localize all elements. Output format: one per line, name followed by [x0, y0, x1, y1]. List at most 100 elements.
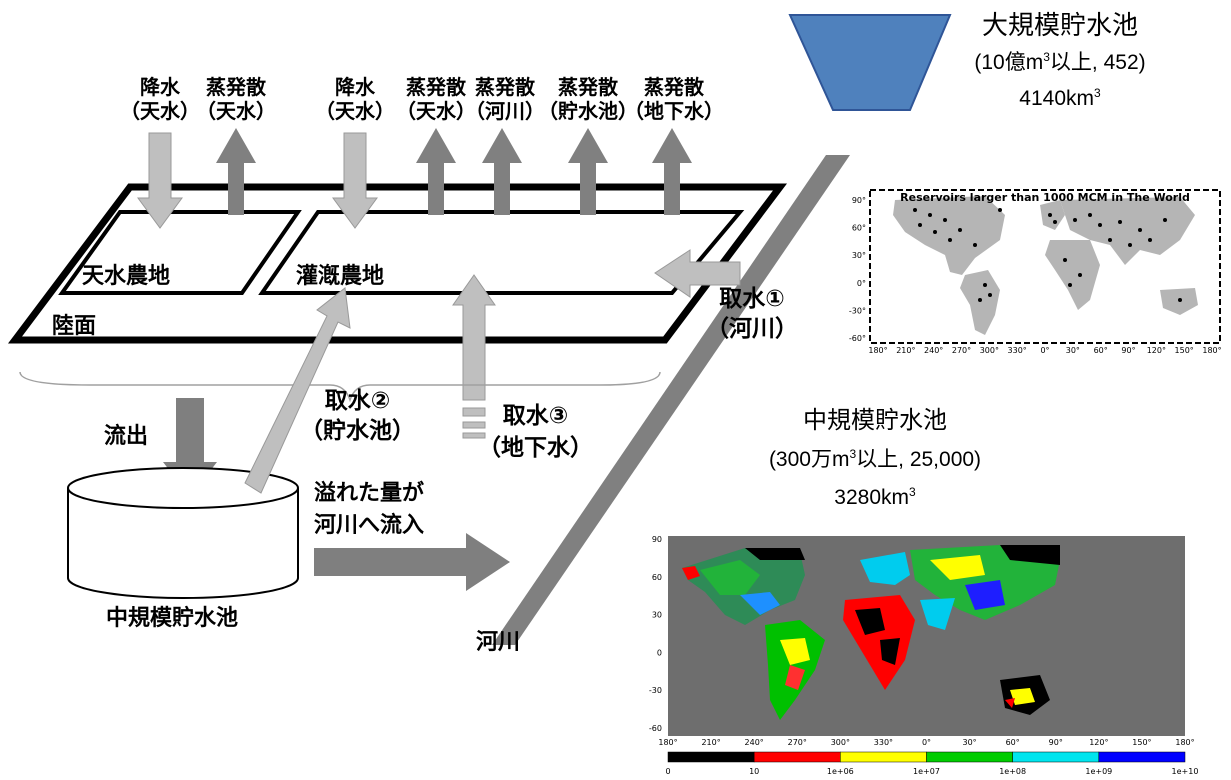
runoff-brace [19, 371, 661, 403]
withdrawal-groundwater-label: 取水③ （地下水） [478, 400, 593, 464]
flux-label-precip-2: 降水 （天水） [305, 75, 405, 123]
colorbar-segment [753, 751, 841, 763]
lat-tick-label: -30° [849, 306, 866, 315]
lat-tick-label: 60° [852, 224, 866, 233]
map1-lon-ticks: 180° 210° 240° 270° 300° 330° 0° 30° 60° 90° 120° 1… [868, 346, 1221, 355]
lat-tick-label: -60° [849, 334, 866, 343]
lon-tick-label: 150° [1175, 346, 1194, 355]
withdrawal-reservoir-label: 取水② （貯水池） [300, 386, 415, 446]
flux-sub: （天水） [120, 99, 200, 123]
map2-lat-ticks: 90 60 30 0 -30 -60 [649, 535, 662, 733]
runoff-label: 流出 [104, 424, 149, 449]
map-medium-reservoirs [668, 536, 1185, 736]
flux-sub: （天水） [396, 99, 476, 123]
withdrawal-reservoir-arrow [244, 287, 351, 494]
flux-label-evap-irrigated-rain: 蒸発散 （天水） [386, 75, 486, 123]
flux-name: 降水 [335, 75, 375, 99]
flux-label-precip-1: 降水 （天水） [110, 75, 210, 123]
lon-tick-label: 240° [745, 738, 764, 747]
colorbar-segment [926, 751, 1013, 763]
rainfed-farmland-label: 天水農地 [82, 264, 171, 289]
flux-name: 蒸発散 [644, 75, 704, 99]
withdrawal-groundwater-arrow [452, 274, 496, 439]
colorbar-tick-label: 1e+06 [827, 767, 854, 776]
evap-arrow-rainfed [216, 128, 256, 215]
colorbar-segment [667, 751, 755, 763]
evap-arrow-river [482, 128, 522, 215]
land-surface-outline [7, 183, 788, 344]
lat-tick-label: 30° [852, 251, 866, 260]
colorbar-segment [840, 751, 927, 763]
large-reservoir-volume-sup: 3 [1094, 86, 1101, 100]
precip-arrow-1 [137, 132, 183, 229]
map1-lat-ticks: 90° 60° 30° 0° -30° -60° [849, 196, 866, 343]
flux-label-evap-river: 蒸発散 （河川） [455, 75, 555, 123]
map2-lon-ticks: 180° 210° 240° 270° 300° 330° 0° 30° 60° 90° 120° 1… [658, 738, 1194, 747]
lat-tick-label: 60 [652, 573, 662, 582]
flux-label-evap-reservoir: 蒸発散 （貯水池） [538, 75, 638, 123]
river-label: 河川 [476, 630, 521, 655]
medium-reservoir-cylinder [67, 467, 299, 599]
lat-tick-label: -30 [649, 686, 662, 695]
evap-arrow-groundwater [652, 128, 692, 215]
flux-name: 降水 [140, 75, 180, 99]
medium-reservoir-volume: 3280km3 [725, 476, 1025, 514]
medium-reservoir-caption: 中規模貯水池 (300万m3以上, 25,000) 3280km3 [725, 404, 1025, 514]
colorbar-tick-label: 1e+07 [913, 767, 940, 776]
colorbar-segment [1098, 751, 1186, 763]
lon-tick-label: 120° [1089, 738, 1108, 747]
irrigated-farmland-label: 灌漑農地 [296, 264, 385, 289]
map2-colorbar: 0 10 1e+06 1e+07 1e+08 1e+09 1e+10 [665, 751, 1199, 776]
evap-arrow-irrigated-rain [416, 128, 456, 215]
flux-name: 蒸発散 [558, 75, 618, 99]
lon-tick-label: 30° [1066, 346, 1080, 355]
lon-tick-label: 90° [1121, 346, 1135, 355]
lon-tick-label: 60° [1094, 346, 1108, 355]
flux-sub: （河川） [465, 99, 545, 123]
lon-tick-label: 0° [1040, 346, 1049, 355]
lon-tick-label: 180° [658, 738, 677, 747]
withdrawal-groundwater-sub: （地下水） [478, 435, 593, 461]
medium-reservoir-volume-pre: 3280km [834, 486, 910, 509]
medium-reservoir-volume-sup: 3 [909, 485, 916, 499]
flux-name: 蒸発散 [475, 75, 535, 99]
flux-sub: （地下水） [624, 99, 724, 123]
lon-tick-label: 30° [962, 738, 976, 747]
withdrawal-river-arrow [654, 249, 741, 298]
lat-tick-label: 90° [852, 196, 866, 205]
withdrawal-reservoir-title: 取水② [324, 388, 391, 414]
large-reservoir-caption: 大規模貯水池 (10億m3以上, 452) 4140km3 [930, 8, 1190, 114]
medium-reservoir-diagram-label: 中規模貯水池 [106, 606, 239, 631]
colorbar-tick-label: 0 [665, 767, 670, 776]
colorbar-segment [1012, 751, 1100, 763]
medium-reservoir-detail: (300万m3以上, 25,000) [725, 438, 1025, 476]
lat-tick-label: 0 [657, 648, 662, 657]
lat-tick-label: 30 [652, 611, 662, 620]
large-reservoir-volume-pre: 4140km [1019, 87, 1095, 110]
lon-tick-label: 150° [1132, 738, 1151, 747]
large-reservoir-detail-pre: (10億m [974, 51, 1044, 74]
flux-label-evap-groundwater: 蒸発散 （地下水） [624, 75, 724, 123]
colorbar-tick-label: 10 [749, 767, 759, 776]
lon-tick-label: 180° [1202, 346, 1221, 355]
withdrawal-groundwater-title: 取水③ [502, 403, 569, 429]
large-reservoir-detail: (10億m3以上, 452) [930, 42, 1190, 78]
overflow-line-1: 溢れた量が [314, 481, 425, 506]
flux-name: 蒸発散 [406, 75, 466, 99]
land-surface-label: 陸面 [52, 314, 97, 339]
lon-tick-label: 270° [952, 346, 971, 355]
medium-reservoir-detail-post: 以上, 25,000) [856, 448, 982, 471]
irrigated-farmland-outline [258, 210, 745, 295]
lon-tick-label: 330° [1008, 346, 1027, 355]
colorbar-tick-label: 1e+10 [1172, 767, 1199, 776]
withdrawal-reservoir-sub: （貯水池） [300, 418, 415, 444]
large-reservoir-shape [788, 14, 952, 111]
colorbar-tick-label: 1e+09 [1085, 767, 1112, 776]
precip-arrow-2 [332, 132, 378, 229]
lon-tick-label: 180° [868, 346, 887, 355]
overflow-label: 溢れた量が 河川へ流入 [314, 478, 424, 542]
lon-tick-label: 90° [1049, 738, 1063, 747]
lon-tick-label: 0° [922, 738, 931, 747]
withdrawal-river-sub: （河川） [706, 316, 798, 342]
lon-tick-label: 330° [874, 738, 893, 747]
